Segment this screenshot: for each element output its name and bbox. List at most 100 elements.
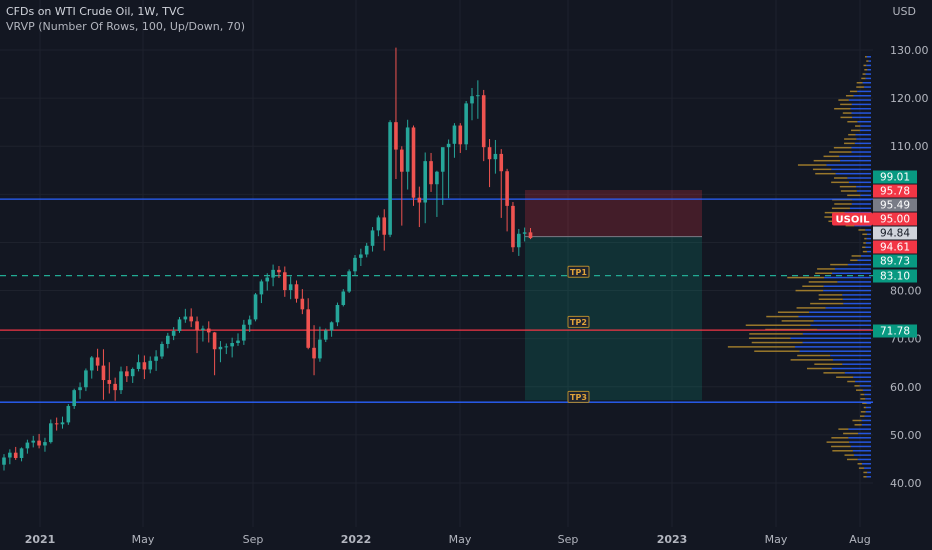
candle-body bbox=[49, 423, 53, 443]
tp-label-box bbox=[567, 315, 590, 328]
volume-bar-up bbox=[844, 372, 871, 374]
candle-body bbox=[265, 277, 270, 282]
candle-body bbox=[499, 153, 504, 172]
volume-bar-up bbox=[831, 168, 871, 171]
price-label-box bbox=[873, 212, 917, 226]
volume-bar-up bbox=[859, 385, 871, 387]
candle-body bbox=[277, 269, 281, 273]
volume-bar-up bbox=[798, 315, 871, 318]
candle-body bbox=[224, 346, 229, 348]
volume-bar-down bbox=[838, 99, 849, 101]
volume-bar-up bbox=[857, 90, 871, 93]
candle-body bbox=[259, 281, 264, 295]
candle-body bbox=[37, 440, 41, 446]
candlesticks bbox=[2, 47, 533, 471]
volume-bar-up bbox=[864, 86, 871, 88]
volume-bar-up bbox=[861, 424, 871, 426]
volume-bar-down bbox=[787, 276, 825, 279]
volume-bar-down bbox=[855, 125, 861, 127]
volume-bar-down bbox=[864, 237, 867, 240]
volume-bar-up bbox=[866, 56, 871, 58]
indicator-legend[interactable]: VRVP (Number Of Rows, 100, Up/Down, 70) bbox=[6, 20, 246, 33]
price-tick-label: 40.00 bbox=[890, 477, 922, 490]
price-tick-label: 130.00 bbox=[890, 44, 929, 57]
candle-body bbox=[464, 103, 468, 145]
volume-bar-up bbox=[857, 259, 871, 262]
volume-bar-up bbox=[861, 419, 871, 422]
price-label-box bbox=[873, 170, 917, 184]
volume-bar-up bbox=[848, 181, 871, 184]
price-label-text: 95.78 bbox=[880, 186, 910, 198]
time-tick-label: May bbox=[449, 533, 472, 546]
candle-body bbox=[388, 122, 392, 235]
volume-bar-down bbox=[823, 155, 840, 158]
price-label-box bbox=[873, 184, 917, 198]
volume-bar-down bbox=[823, 372, 845, 374]
volume-bar-down bbox=[818, 298, 843, 300]
candle-body bbox=[218, 346, 223, 350]
volume-bar-down bbox=[856, 86, 865, 88]
volume-bar-down bbox=[846, 458, 858, 461]
tp-label-text: TP1 bbox=[570, 268, 587, 277]
volume-bar-up bbox=[855, 380, 871, 383]
price-label-text: 94.61 bbox=[880, 242, 910, 254]
candle-body bbox=[423, 161, 427, 203]
time-tick-label: 2023 bbox=[657, 533, 688, 546]
volume-bar-down bbox=[748, 337, 791, 339]
volume-bar-down bbox=[848, 133, 856, 136]
time-tick-label: Sep bbox=[558, 533, 579, 546]
volume-bar-down bbox=[817, 268, 835, 270]
price-label-text: 95.00 bbox=[880, 214, 910, 226]
volume-bar-up bbox=[851, 103, 871, 106]
volume-bar-up bbox=[851, 151, 871, 153]
volume-bar-up bbox=[865, 246, 871, 249]
volume-bar-up bbox=[848, 428, 871, 430]
volume-bar-up bbox=[799, 350, 871, 352]
volume-bar-up bbox=[842, 294, 871, 296]
candle-body bbox=[25, 442, 30, 449]
candle-body bbox=[335, 304, 340, 323]
candle-body bbox=[201, 328, 205, 331]
volume-bar-up bbox=[849, 441, 871, 443]
volume-bar-up bbox=[823, 285, 871, 288]
symbol-tag bbox=[832, 212, 873, 226]
volume-bar-down bbox=[834, 203, 852, 205]
volume-bar-down bbox=[802, 285, 824, 288]
price-label-box bbox=[873, 269, 917, 283]
price-tick-label: 60.00 bbox=[890, 381, 922, 394]
volume-bar-down bbox=[781, 320, 814, 322]
candle-body bbox=[481, 95, 486, 148]
candle-body bbox=[429, 161, 433, 185]
volume-bar-down bbox=[840, 116, 853, 119]
grid bbox=[0, 0, 873, 527]
volume-bar-up bbox=[840, 159, 871, 162]
volume-bar-down bbox=[844, 138, 857, 140]
volume-bar-down bbox=[856, 81, 863, 84]
volume-bar-down bbox=[832, 450, 853, 452]
candle-body bbox=[101, 365, 106, 381]
volume-bar-up bbox=[834, 268, 871, 270]
volume-bar-up bbox=[825, 307, 871, 309]
volume-bar-down bbox=[839, 185, 857, 188]
candle-body bbox=[417, 197, 422, 203]
candle-body bbox=[166, 335, 170, 344]
candle-body bbox=[283, 272, 287, 291]
price-label-box bbox=[873, 324, 917, 338]
volume-bar-down bbox=[834, 177, 848, 179]
volume-bar-up bbox=[851, 112, 871, 114]
candle-body bbox=[364, 245, 369, 255]
volume-bar-up bbox=[809, 311, 871, 313]
price-label-text: 99.01 bbox=[880, 172, 910, 184]
volume-bar-down bbox=[857, 463, 863, 465]
volume-bar-down bbox=[865, 56, 867, 58]
volume-bar-up bbox=[867, 471, 871, 474]
take-profit-zone bbox=[525, 236, 702, 401]
candle-body bbox=[177, 319, 182, 331]
candle-body bbox=[253, 294, 258, 320]
volume-bar-down bbox=[831, 437, 849, 439]
take-profit-labels: TP1 TP2 TP3 bbox=[567, 265, 590, 403]
volume-bar-down bbox=[814, 363, 843, 365]
volume-bar-up bbox=[855, 133, 871, 136]
volume-bar-up bbox=[852, 450, 871, 452]
